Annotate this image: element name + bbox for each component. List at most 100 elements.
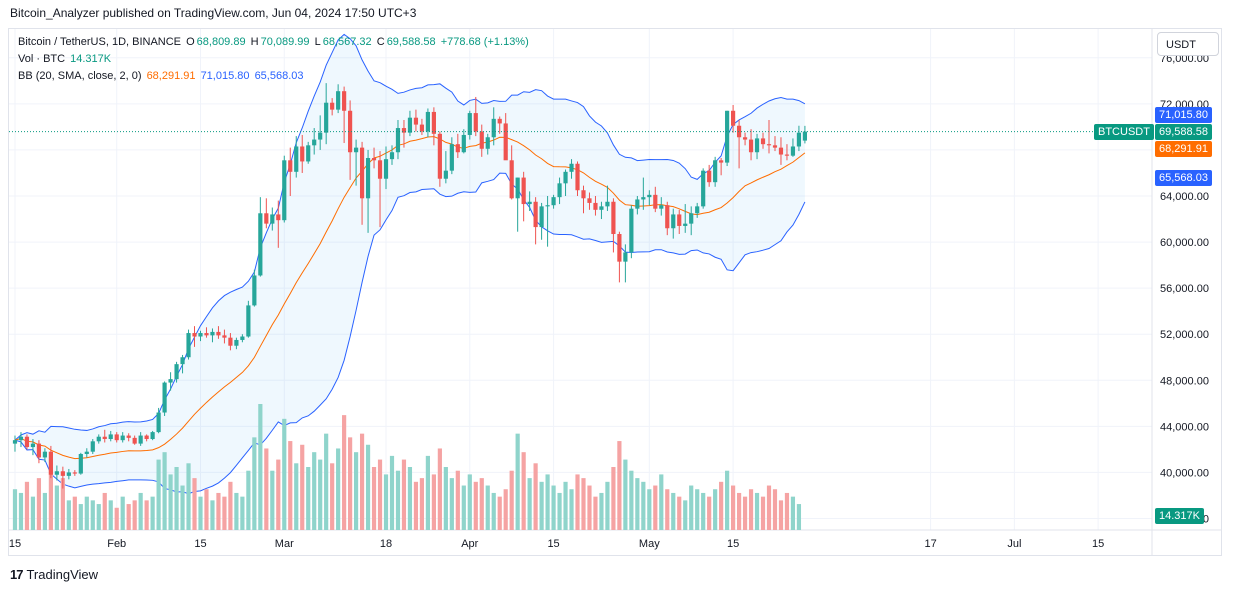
volume-bar xyxy=(252,437,257,530)
x-tick-label: 15 xyxy=(547,538,559,550)
candle-body xyxy=(102,436,107,440)
candle-body xyxy=(557,183,562,198)
y-tick-label: 56,000.00 xyxy=(1160,283,1209,295)
candle-body xyxy=(713,160,718,183)
candle-body xyxy=(563,171,568,184)
candle-body xyxy=(186,333,191,358)
candle-body xyxy=(138,435,143,444)
volume-bar xyxy=(162,452,167,530)
volume-bar xyxy=(593,496,598,530)
candle-body xyxy=(36,443,42,458)
candle-body xyxy=(120,435,125,441)
candle-body xyxy=(551,197,556,206)
legend-ohlc-row: Bitcoin / TetherUS, 1D, BINANCE O 68,809.… xyxy=(18,36,531,48)
volume-bar xyxy=(264,448,269,530)
y-tick-label: 64,000.00 xyxy=(1160,191,1209,203)
volume-bar xyxy=(569,489,574,530)
volume-bar xyxy=(198,496,203,530)
legend-low: 68,567.32 xyxy=(322,36,372,48)
y-tick-label: 48,000.00 xyxy=(1160,375,1209,387)
volume-bar xyxy=(36,478,42,530)
volume-bar xyxy=(48,467,53,530)
legend-bb-upper: 71,015.80 xyxy=(200,70,250,82)
candle-body xyxy=(671,214,676,229)
candle-body xyxy=(389,152,395,160)
volume-bar xyxy=(138,492,143,530)
candle-body xyxy=(60,471,65,476)
legend-volume-row: Vol · BTC 14.317K xyxy=(18,53,113,65)
candle-body xyxy=(701,170,706,207)
candle-body xyxy=(509,160,514,199)
currency-button[interactable]: USDT xyxy=(1157,32,1219,56)
candle-body xyxy=(174,364,179,380)
candle-body xyxy=(216,331,221,336)
volume-bar xyxy=(796,504,802,530)
candle-body xyxy=(760,138,766,145)
candle-body xyxy=(479,131,484,149)
candle-body xyxy=(228,337,233,346)
candle-body xyxy=(371,157,377,161)
volume-bar xyxy=(216,492,221,530)
tradingview-brand-text: TradingView xyxy=(26,567,99,582)
volume-bar xyxy=(156,459,161,530)
x-tick-label: 18 xyxy=(380,538,392,550)
candle-body xyxy=(42,451,48,458)
volume-bar xyxy=(653,485,658,530)
legend-bb-basis: 68,291.91 xyxy=(146,70,196,82)
published-header: Bitcoin_Analyzer published on TradingVie… xyxy=(10,6,417,20)
legend-low-label: L xyxy=(314,36,321,48)
volume-bar xyxy=(557,492,562,530)
volume-bar xyxy=(174,467,179,530)
volume-bar xyxy=(168,474,173,530)
candle-body xyxy=(395,128,401,153)
volume-bar xyxy=(617,441,622,530)
volume-bar xyxy=(736,492,742,530)
volume-bar xyxy=(701,492,706,530)
volume-bar xyxy=(353,452,359,530)
candle-body xyxy=(348,110,353,153)
legend-bb-label[interactable]: BB (20, SMA, close, 2, 0) xyxy=(18,70,142,82)
price-axis-tag: 65,568.03 xyxy=(1155,169,1212,186)
volume-bar xyxy=(605,481,610,530)
bb-band-fill xyxy=(14,34,805,494)
candle-body xyxy=(222,335,227,338)
candle-body xyxy=(587,198,592,203)
volume-bar xyxy=(731,485,736,530)
candle-body xyxy=(150,432,155,440)
legend-volume-label[interactable]: Vol · BTC xyxy=(18,53,66,65)
candle-body xyxy=(449,144,454,171)
volume-bar xyxy=(180,485,185,530)
candle-body xyxy=(521,177,526,205)
y-tick-label: 52,000.00 xyxy=(1160,329,1209,341)
candle-body xyxy=(647,194,652,198)
candle-body xyxy=(258,213,263,276)
candle-body xyxy=(30,443,36,448)
candle-body xyxy=(383,159,389,179)
candle-body xyxy=(790,146,796,156)
volume-bar xyxy=(132,500,137,530)
volume-bar xyxy=(521,452,526,530)
candle-body xyxy=(240,336,245,340)
legend-symbol[interactable]: Bitcoin / TetherUS, 1D, BINANCE xyxy=(18,36,182,48)
candle-body xyxy=(18,436,24,441)
volume-bar xyxy=(509,470,514,530)
volume-bar xyxy=(12,489,18,530)
candle-body xyxy=(778,147,784,155)
candle-body xyxy=(599,206,604,210)
volume-bar xyxy=(222,496,227,530)
candle-body xyxy=(545,205,550,207)
candle-body xyxy=(276,214,281,221)
volume-bar xyxy=(336,448,341,530)
candle-body xyxy=(132,437,137,444)
candle-body xyxy=(192,333,197,337)
candle-body xyxy=(126,435,131,438)
legend-bb-row: BB (20, SMA, close, 2, 0) 68,291.91 71,0… xyxy=(18,70,306,82)
x-tick-label: May xyxy=(639,538,660,550)
volume-bar xyxy=(324,433,329,530)
candle-body xyxy=(539,206,544,228)
candle-body xyxy=(324,102,329,133)
volume-bar xyxy=(342,415,347,530)
chart-frame xyxy=(8,28,1222,556)
volume-bar xyxy=(258,404,263,530)
